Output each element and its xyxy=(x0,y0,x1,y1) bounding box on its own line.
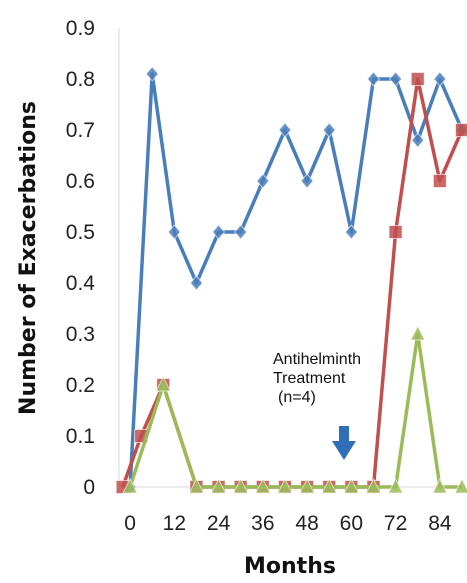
series-2-point xyxy=(388,225,403,239)
series-3-point xyxy=(299,477,315,494)
series-1-point xyxy=(211,224,226,240)
series-1-point xyxy=(433,71,447,87)
series-3-point xyxy=(321,477,338,494)
treatment-annotation: Antihelminth Treatment (n=4) xyxy=(273,351,361,460)
series-1-point xyxy=(278,122,292,138)
x-tick-labels: 0 12 24 36 48 60 72 84 xyxy=(124,512,452,535)
y-tick-label: 0.1 xyxy=(66,425,95,448)
x-tick-label: 84 xyxy=(428,512,452,535)
y-tick-label: 0.4 xyxy=(66,272,96,295)
x-axis-title: Months xyxy=(244,554,336,579)
y-tick-label: 0.7 xyxy=(66,119,95,142)
x-tick-label: 48 xyxy=(295,512,318,535)
series-3-point xyxy=(409,324,426,341)
series-2-point xyxy=(432,174,447,188)
series-1-point xyxy=(388,71,403,87)
annotation-line-1: Antihelminth xyxy=(273,351,361,368)
x-tick-label: 72 xyxy=(384,512,407,535)
treatment-arrow-icon xyxy=(331,426,356,460)
series-3-point xyxy=(232,477,249,494)
series-3-point xyxy=(122,477,138,494)
series-3-point xyxy=(365,477,382,494)
series-3-point xyxy=(210,477,227,494)
series-3-point xyxy=(255,477,271,494)
series-1-point xyxy=(189,275,204,291)
series-3-point xyxy=(387,477,404,494)
annotation-line-3: (n=4) xyxy=(278,389,316,406)
y-tick-label: 0.8 xyxy=(66,68,95,91)
x-tick-label: 60 xyxy=(340,512,363,535)
y-tick-label: 0.2 xyxy=(66,374,95,397)
series-3-point xyxy=(454,477,467,494)
series-1-point xyxy=(322,122,336,138)
series-group xyxy=(115,66,467,495)
y-tick-label: 0.3 xyxy=(66,323,95,346)
series-line-1 xyxy=(128,72,464,488)
series-3-point xyxy=(343,477,360,494)
annotation-line-2: Treatment xyxy=(273,370,346,387)
y-tick-labels: 0 0.1 0.2 0.3 0.4 0.5 0.6 0.7 0.8 0.9 xyxy=(66,17,96,499)
y-tick-label: 0.6 xyxy=(66,170,95,193)
series-3-point xyxy=(277,477,293,494)
series-1-point xyxy=(256,173,270,189)
axes xyxy=(118,28,462,488)
series-1-point xyxy=(411,132,425,148)
x-tick-label: 24 xyxy=(207,512,231,535)
series-1-point xyxy=(167,224,181,240)
series-1-point xyxy=(300,173,314,189)
series-2-point xyxy=(455,123,467,137)
x-tick-label: 0 xyxy=(124,512,136,535)
x-tick-label: 36 xyxy=(251,512,274,535)
y-axis-title: Number of Exacerbations xyxy=(16,101,41,415)
series-3-point xyxy=(432,477,448,494)
series-3-point xyxy=(155,375,172,392)
series-1-point xyxy=(145,66,159,82)
series-2-point xyxy=(410,72,425,86)
series-1-point xyxy=(366,71,381,87)
x-tick-label: 12 xyxy=(163,512,186,535)
series-1-point xyxy=(344,224,359,240)
y-tick-label: 0.5 xyxy=(66,221,95,244)
series-3-point xyxy=(188,477,205,494)
y-tick-label: 0 xyxy=(83,476,95,499)
y-tick-label: 0.9 xyxy=(66,17,95,40)
series-1-point xyxy=(234,224,248,240)
